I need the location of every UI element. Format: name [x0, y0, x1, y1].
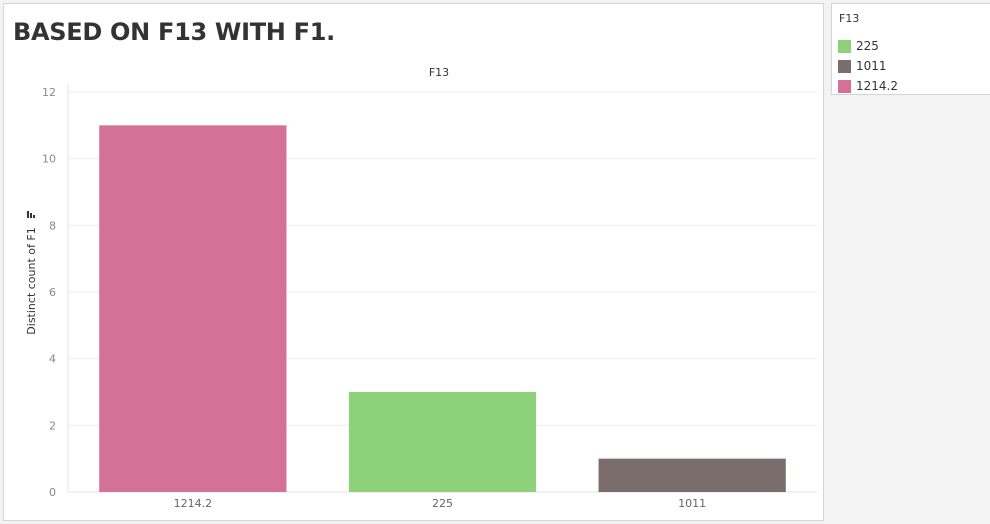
chart-panel: BASED ON F13 WITH F1. F13 0 2 4 6 8 10 12 1214… [3, 3, 824, 521]
y-tick-label: 4 [49, 353, 56, 366]
bar[interactable] [598, 458, 786, 492]
legend-title: F13 [839, 12, 860, 25]
legend-label: 1011 [856, 59, 887, 73]
x-tick-label: 1214.2 [174, 497, 213, 510]
legend-label: 1214.2 [856, 79, 898, 93]
bar-chart: F13 0 2 4 6 8 10 12 1214.2 225 1011 Distinct cou… [25, 66, 817, 510]
legend-swatch [838, 59, 851, 73]
legend-panel: F13 225 1011 1214.2 [831, 3, 990, 95]
y-tick-label: 8 [49, 219, 56, 232]
sort-icon[interactable] [27, 211, 35, 218]
column-header-label: F13 [429, 66, 449, 79]
y-tick-label: 6 [49, 286, 56, 299]
legend-list: 225 1011 1214.2 [838, 36, 898, 96]
legend-item[interactable]: 1011 [838, 56, 898, 76]
legend-swatch [838, 79, 851, 93]
bars [99, 125, 786, 492]
y-tick-label: 12 [42, 86, 56, 99]
y-tick-label: 10 [42, 153, 56, 166]
x-tick-label: 225 [432, 497, 453, 510]
bar[interactable] [99, 125, 287, 492]
bar[interactable] [348, 392, 537, 492]
y-axis-title-group[interactable]: Distinct count of F1 [25, 211, 38, 335]
x-tick-label: 1011 [678, 497, 706, 510]
x-axis: 1214.2 225 1011 [174, 497, 707, 510]
y-tick-label: 2 [49, 419, 56, 432]
y-axis-title: Distinct count of F1 [25, 227, 38, 334]
legend-swatch [838, 39, 851, 53]
legend-item[interactable]: 225 [838, 36, 898, 56]
y-tick-label: 0 [49, 486, 56, 499]
legend-label: 225 [856, 39, 879, 53]
chart-title: BASED ON F13 WITH F1. [13, 18, 335, 46]
legend-item[interactable]: 1214.2 [838, 76, 898, 96]
